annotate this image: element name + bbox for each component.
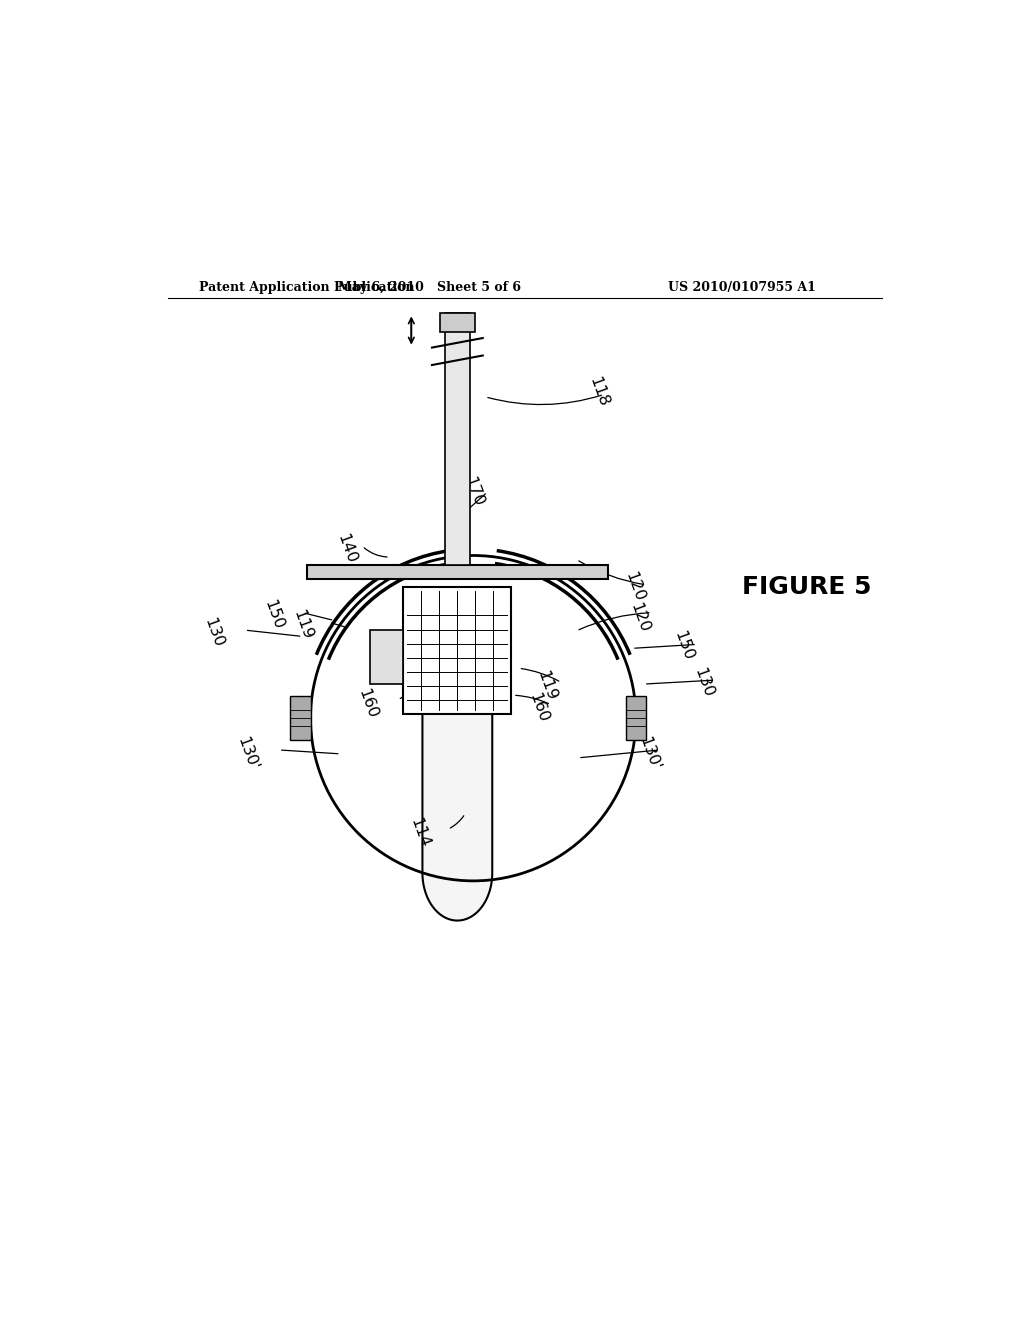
FancyBboxPatch shape [626, 696, 646, 741]
FancyBboxPatch shape [444, 313, 470, 565]
Text: 118: 118 [587, 375, 611, 409]
Text: FIGURE 5: FIGURE 5 [741, 576, 871, 599]
Text: 170: 170 [461, 475, 485, 510]
Text: 150: 150 [672, 630, 695, 663]
Text: 130': 130' [636, 735, 663, 772]
FancyBboxPatch shape [306, 565, 608, 579]
Text: 120: 120 [628, 601, 652, 635]
Text: 117: 117 [391, 657, 416, 692]
Text: Patent Application Publication: Patent Application Publication [200, 281, 415, 294]
FancyBboxPatch shape [370, 630, 403, 684]
Text: 119: 119 [291, 607, 314, 642]
Text: 120: 120 [622, 570, 646, 605]
FancyBboxPatch shape [290, 696, 310, 741]
Text: 114: 114 [408, 816, 432, 850]
Text: 130: 130 [691, 665, 716, 700]
Text: 130': 130' [234, 735, 260, 772]
FancyBboxPatch shape [440, 313, 475, 333]
Text: 140: 140 [334, 532, 358, 566]
Text: 150: 150 [261, 598, 286, 632]
Polygon shape [423, 659, 493, 920]
Text: 119: 119 [534, 669, 558, 702]
Text: US 2010/0107955 A1: US 2010/0107955 A1 [668, 281, 815, 294]
Text: 160: 160 [526, 690, 551, 725]
Text: 130: 130 [202, 615, 226, 649]
FancyBboxPatch shape [403, 587, 511, 714]
Text: May 6, 2010   Sheet 5 of 6: May 6, 2010 Sheet 5 of 6 [338, 281, 521, 294]
Text: 160: 160 [355, 686, 380, 721]
